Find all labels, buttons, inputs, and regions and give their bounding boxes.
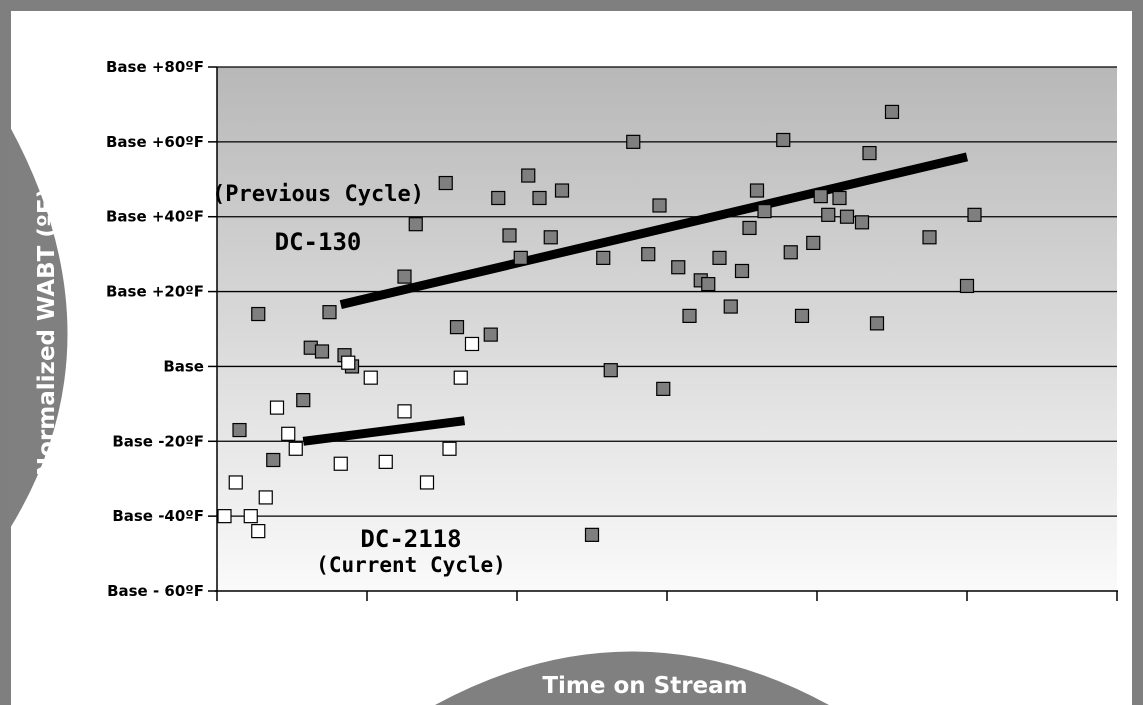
- previous-cycle-point: [554, 183, 570, 198]
- y-tick-label: Base +20ºF: [106, 283, 204, 301]
- previous-cycle-point: [543, 230, 558, 245]
- previous-cycle-point: [266, 452, 281, 468]
- previous-cycle-point: [783, 245, 798, 260]
- current-cycle-point: [217, 509, 232, 524]
- previous-cycle-point: [734, 263, 750, 279]
- previous-cycle-point: [776, 132, 791, 148]
- previous-cycle-point: [723, 299, 738, 314]
- previous-cycle-point: [584, 527, 600, 542]
- trend-line: [302, 416, 466, 446]
- previous-cycle-point: [821, 207, 836, 222]
- current-cycle-point: [243, 509, 258, 524]
- previous-cycle-label: (Previous Cycle): [212, 182, 424, 207]
- previous-cycle-point: [832, 190, 847, 206]
- previous-cycle-point: [967, 207, 982, 222]
- previous-cycle-point: [794, 308, 810, 323]
- x-axis-title-pill: [435, 651, 829, 705]
- current-cycle-point: [378, 454, 393, 469]
- dc2118-label: DC-2118: [360, 525, 461, 553]
- previous-cycle-point: [596, 250, 611, 265]
- current-cycle-point: [363, 370, 378, 385]
- current-cycle-point: [269, 400, 285, 415]
- previous-cycle-point: [483, 327, 498, 342]
- previous-cycle-point: [862, 145, 877, 161]
- previous-cycle-point: [491, 190, 506, 206]
- previous-cycle-point: [513, 250, 528, 265]
- previous-cycle-point: [813, 189, 828, 204]
- axes: [208, 66, 1118, 601]
- frame-top-border: [0, 0, 1143, 11]
- previous-cycle-point: [806, 235, 821, 251]
- y-tick-label: Base: [163, 357, 204, 375]
- current-cycle-point: [419, 475, 435, 490]
- previous-cycle-point: [742, 220, 757, 236]
- current-cycle-point: [333, 456, 348, 471]
- previous-cycle-point: [502, 228, 517, 243]
- y-tick-label: Base +60ºF: [106, 133, 204, 151]
- y-tick-label: Base -20ºF: [112, 432, 204, 450]
- data-markers: [217, 104, 982, 542]
- previous-cycle-point: [839, 209, 855, 224]
- previous-cycle-point: [854, 215, 870, 230]
- current-cycle-point: [281, 426, 296, 441]
- current-cycle-point: [341, 355, 356, 370]
- previous-cycle-point: [251, 306, 266, 322]
- previous-cycle-point: [959, 278, 975, 294]
- previous-cycle-point: [296, 393, 311, 408]
- current-cycle-point: [397, 404, 412, 419]
- previous-cycle-point: [626, 134, 641, 149]
- previous-cycle-point: [682, 308, 697, 323]
- y-axis-title-pill: [9, 125, 68, 530]
- previous-cycle-point: [922, 230, 937, 245]
- previous-cycle-point: [322, 305, 337, 320]
- plot-background: [217, 67, 1117, 591]
- previous-cycle-point: [671, 260, 686, 275]
- trend-lines: [302, 152, 969, 446]
- current-cycle-point: [464, 336, 480, 352]
- y-tick-label: Base -40ºF: [112, 507, 204, 525]
- previous-cycle-point: [408, 217, 423, 232]
- previous-cycle-point: [532, 190, 547, 206]
- previous-cycle-point: [521, 168, 536, 183]
- y-axis-title: Normalized WABT (ºF): [34, 188, 60, 476]
- current-cycle-point: [258, 490, 273, 505]
- current-cycle-label: (Current Cycle): [316, 553, 506, 577]
- current-cycle-point: [251, 524, 266, 539]
- previous-cycle-point: [652, 198, 667, 213]
- previous-cycle-point: [232, 422, 247, 438]
- previous-cycle-point: [884, 104, 900, 120]
- grid-lines: [217, 66, 1117, 517]
- previous-cycle-point: [397, 269, 412, 284]
- previous-cycle-point: [869, 316, 885, 331]
- previous-cycle-point: [449, 320, 465, 335]
- current-cycle-point: [288, 441, 303, 456]
- trend-line: [339, 152, 969, 310]
- current-cycle-point: [442, 441, 457, 456]
- frame-right-border: [1132, 0, 1143, 705]
- previous-cycle-point: [603, 363, 618, 378]
- previous-cycle-point: [656, 381, 671, 396]
- x-axis-title: Time on Stream: [542, 673, 747, 699]
- previous-cycle-point: [314, 344, 330, 359]
- previous-cycle-point: [749, 183, 765, 198]
- previous-cycle-point: [712, 250, 727, 265]
- y-tick-label: Base +80ºF: [106, 58, 204, 76]
- y-tick-label: Base +40ºF: [106, 208, 204, 226]
- previous-cycle-point: [641, 247, 656, 262]
- frame-left-border: [0, 0, 11, 705]
- y-tick-labels: Base +80ºF Base +60ºF Base +40ºF Base +20ºF…: [106, 58, 204, 600]
- current-cycle-point: [453, 370, 468, 385]
- y-tick-label: Base - 60ºF: [107, 582, 204, 600]
- previous-cycle-point: [438, 175, 453, 191]
- previous-cycle-point: [757, 204, 772, 219]
- previous-cycle-point: [701, 276, 716, 292]
- current-cycle-point: [228, 475, 243, 490]
- dc130-label: DC-130: [275, 228, 362, 256]
